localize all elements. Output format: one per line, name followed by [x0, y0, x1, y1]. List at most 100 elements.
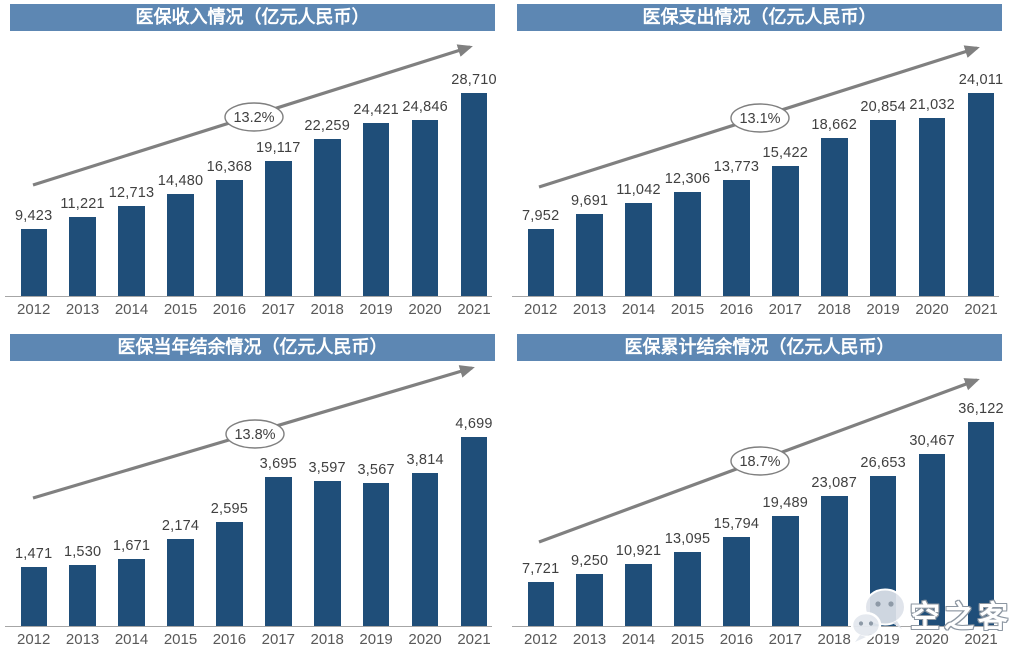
bar-2012	[527, 228, 554, 296]
x-tick-2013: 2013	[65, 631, 100, 648]
bar-2019	[362, 123, 390, 296]
value-label-2014: 10,921	[615, 543, 662, 560]
x-tick-2018: 2018	[817, 301, 851, 318]
x-tick-2021: 2021	[964, 631, 998, 648]
x-tick-2015: 2015	[670, 301, 705, 318]
x-tick-2015: 2015	[163, 631, 198, 648]
value-label-2019: 26,653	[860, 454, 906, 471]
value-label-2021: 36,122	[958, 401, 1004, 417]
value-label-2016: 15,794	[713, 515, 760, 532]
chart-title-income: 医保收入情况（亿元人民币）	[10, 4, 495, 31]
value-label-2020: 3,814	[406, 451, 444, 468]
value-label-2015: 12,306	[664, 171, 711, 187]
value-label-2012: 1,471	[15, 545, 53, 562]
bar-2015	[674, 192, 701, 296]
chart-title-cumulative-balance: 医保累计结余情况（亿元人民币）	[517, 334, 1002, 361]
bar-2018	[821, 495, 848, 626]
bar-2020	[411, 472, 439, 626]
x-tick-2021: 2021	[457, 301, 491, 318]
bar-2019	[869, 119, 897, 296]
x-axis-line	[512, 296, 999, 297]
bar-2016	[723, 536, 750, 626]
chart-title-expenditure: 医保支出情况（亿元人民币）	[517, 4, 1002, 31]
value-label-2015: 13,095	[664, 531, 711, 547]
trend-arrow	[32, 365, 475, 500]
bar-2016	[723, 179, 750, 296]
chart-panel-cumulative-balance: 医保累计结余情况（亿元人民币） 18.7% 7,721 2012 9,250 2013 1…	[507, 330, 1013, 660]
value-label-2019: 3,567	[357, 461, 395, 478]
x-tick-2019: 2019	[866, 301, 900, 318]
bar-2016	[216, 180, 243, 296]
x-tick-2020: 2020	[408, 631, 442, 648]
bar-2013	[576, 573, 603, 626]
x-tick-2018: 2018	[310, 631, 344, 648]
x-tick-2015: 2015	[670, 631, 705, 648]
bar-2018	[314, 138, 341, 296]
x-tick-2018: 2018	[817, 631, 851, 648]
value-label-2015: 2,174	[161, 517, 200, 534]
value-label-2016: 13,773	[713, 158, 760, 175]
x-tick-2012: 2012	[524, 631, 558, 648]
x-tick-2021: 2021	[964, 301, 998, 318]
bar-2013	[69, 564, 96, 626]
bar-2016	[216, 521, 243, 626]
x-tick-2019: 2019	[359, 631, 393, 648]
value-label-2019: 20,854	[860, 98, 906, 115]
value-label-2021: 4,699	[455, 416, 493, 432]
x-tick-2016: 2016	[719, 301, 754, 318]
value-label-2014: 1,671	[112, 537, 151, 554]
x-tick-2019: 2019	[359, 301, 393, 318]
x-tick-2013: 2013	[572, 631, 607, 648]
value-label-2020: 24,846	[402, 99, 448, 116]
bar-2014	[118, 558, 145, 626]
value-label-2020: 30,467	[909, 432, 955, 449]
x-tick-2012: 2012	[17, 301, 51, 318]
value-label-2012: 7,952	[522, 207, 560, 224]
value-label-2016: 2,595	[210, 500, 249, 517]
bar-2019	[362, 482, 390, 626]
cagr-badge	[225, 419, 285, 449]
bar-2014	[118, 206, 145, 296]
bar-2017	[772, 515, 799, 626]
bar-2012	[20, 229, 47, 296]
x-axis-line	[512, 626, 999, 627]
cagr-badge	[224, 102, 284, 132]
value-label-2013: 11,221	[60, 195, 105, 212]
x-tick-2017: 2017	[768, 301, 802, 318]
x-tick-2016: 2016	[719, 631, 754, 648]
x-tick-2017: 2017	[768, 631, 802, 648]
bar-2015	[167, 193, 194, 296]
x-tick-2017: 2017	[261, 301, 295, 318]
value-label-2021: 24,011	[958, 72, 1004, 88]
value-label-2017: 3,695	[259, 456, 297, 473]
x-tick-2020: 2020	[408, 301, 442, 318]
value-label-2018: 22,259	[304, 117, 350, 134]
value-label-2018: 18,662	[811, 117, 857, 134]
bar-2020	[918, 453, 946, 626]
x-tick-2012: 2012	[17, 631, 51, 648]
x-tick-2016: 2016	[212, 631, 247, 648]
value-label-2018: 3,597	[308, 460, 346, 477]
chart-title-current-year-balance: 医保当年结余情况（亿元人民币）	[10, 334, 495, 361]
cagr-label: 13.2%	[233, 110, 274, 126]
value-label-2013: 9,691	[570, 193, 609, 210]
x-tick-2013: 2013	[65, 301, 100, 318]
bar-2020	[918, 118, 946, 296]
value-label-2021: 28,710	[451, 72, 497, 88]
x-tick-2012: 2012	[524, 301, 558, 318]
x-tick-2016: 2016	[212, 301, 247, 318]
value-label-2013: 1,530	[63, 543, 102, 560]
bar-2021	[967, 93, 995, 296]
bar-2018	[821, 138, 848, 296]
value-label-2014: 11,042	[616, 181, 661, 198]
plot-area-current-year-balance: 13.8% 1,471 2012 1,530 2013 1,671 2014 2,174 201…	[0, 330, 506, 660]
value-label-2014: 12,713	[108, 185, 155, 202]
cagr-label: 13.8%	[234, 427, 275, 443]
x-tick-2018: 2018	[310, 301, 344, 318]
plot-area-cumulative-balance: 18.7% 7,721 2012 9,250 2013 10,921 2014 13,095 2…	[507, 330, 1013, 660]
value-label-2017: 19,117	[256, 139, 301, 156]
value-label-2012: 7,721	[522, 561, 560, 578]
value-label-2017: 15,422	[762, 144, 809, 161]
cagr-label: 18.7%	[739, 454, 780, 470]
bar-2012	[527, 582, 554, 626]
